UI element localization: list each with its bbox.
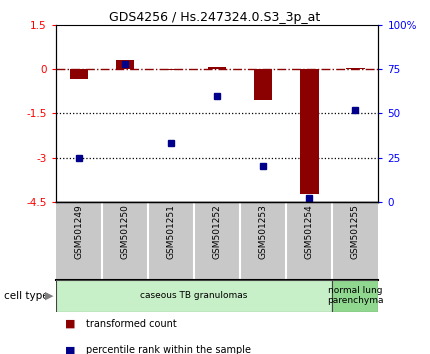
Text: GSM501249: GSM501249: [74, 204, 83, 259]
Bar: [116, 59, 134, 69]
Bar: [254, 69, 273, 100]
Text: GSM501252: GSM501252: [213, 204, 221, 259]
Bar: [162, 69, 180, 70]
Text: ▶: ▶: [45, 291, 54, 301]
Bar: [332, 280, 378, 312]
Text: normal lung
parenchyma: normal lung parenchyma: [327, 286, 384, 305]
Bar: [346, 68, 365, 69]
Text: GSM501253: GSM501253: [259, 204, 268, 259]
Text: ■: ■: [64, 319, 75, 329]
Text: cell type: cell type: [4, 291, 49, 301]
Text: ■: ■: [64, 345, 75, 354]
Text: GSM501251: GSM501251: [166, 204, 175, 259]
Text: GSM501250: GSM501250: [120, 204, 129, 259]
Bar: [56, 280, 332, 312]
Text: caseous TB granulomas: caseous TB granulomas: [141, 291, 248, 300]
Bar: [70, 69, 88, 79]
Text: GSM501255: GSM501255: [351, 204, 360, 259]
Text: transformed count: transformed count: [86, 319, 177, 329]
Text: GDS4256 / Hs.247324.0.S3_3p_at: GDS4256 / Hs.247324.0.S3_3p_at: [109, 11, 321, 24]
Bar: [208, 67, 226, 69]
Text: GSM501254: GSM501254: [305, 204, 314, 259]
Text: percentile rank within the sample: percentile rank within the sample: [86, 345, 251, 354]
Bar: [300, 69, 319, 194]
